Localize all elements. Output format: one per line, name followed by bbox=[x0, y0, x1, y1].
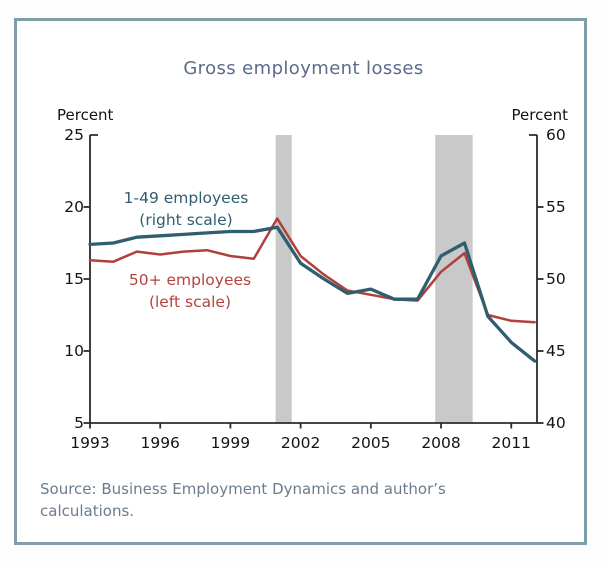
chart-title: Gross employment losses bbox=[183, 58, 424, 79]
right-axis-tick-label: 50 bbox=[546, 270, 566, 288]
x-axis-tick-label: 2002 bbox=[280, 434, 321, 452]
x-axis-tick-label: 2005 bbox=[351, 434, 391, 452]
legend-large-firms-name: 50+ employees bbox=[128, 271, 252, 289]
right-axis-tick-label: 60 bbox=[546, 126, 566, 144]
x-axis-tick-label: 2008 bbox=[421, 434, 461, 452]
source-note-line2: calculations. bbox=[40, 502, 135, 520]
legend-large-firms: 50+ employees (left scale) bbox=[104, 269, 276, 313]
right-axis-tick-label: 40 bbox=[546, 414, 566, 432]
recession-band bbox=[435, 135, 473, 423]
series-line-large-firms bbox=[88, 217, 536, 324]
x-axis-tick-label: 2011 bbox=[491, 434, 531, 452]
left-axis-tick-label: 20 bbox=[64, 198, 84, 216]
recession-band bbox=[275, 135, 292, 423]
right-axis-tick-label: 45 bbox=[546, 342, 566, 360]
left-axis-unit-label: Percent bbox=[57, 106, 114, 124]
legend-small-firms-scale: (right scale) bbox=[139, 211, 233, 229]
source-note: Source: Business Employment Dynamics and… bbox=[40, 478, 565, 522]
series-line-small-firms bbox=[88, 225, 537, 363]
legend-small-firms-name: 1-49 employees bbox=[123, 189, 249, 207]
left-axis-tick-label: 25 bbox=[64, 126, 84, 144]
plot-area bbox=[83, 134, 544, 429]
right-axis-unit-label: Percent bbox=[511, 106, 568, 124]
x-axis-tick-label: 1996 bbox=[140, 434, 180, 452]
x-axis-tick-label: 1993 bbox=[70, 434, 110, 452]
left-axis-tick-label: 10 bbox=[64, 342, 84, 360]
source-note-line1: Source: Business Employment Dynamics and… bbox=[40, 480, 446, 498]
x-axis-tick-label: 1999 bbox=[210, 434, 251, 452]
right-axis-tick-label: 55 bbox=[546, 198, 566, 216]
figure-border-frame bbox=[14, 18, 587, 545]
legend-small-firms: 1-49 employees (right scale) bbox=[100, 187, 272, 231]
legend-large-firms-scale: (left scale) bbox=[148, 293, 232, 311]
left-axis-tick-label: 5 bbox=[74, 414, 84, 432]
left-axis-tick-label: 15 bbox=[64, 270, 84, 288]
